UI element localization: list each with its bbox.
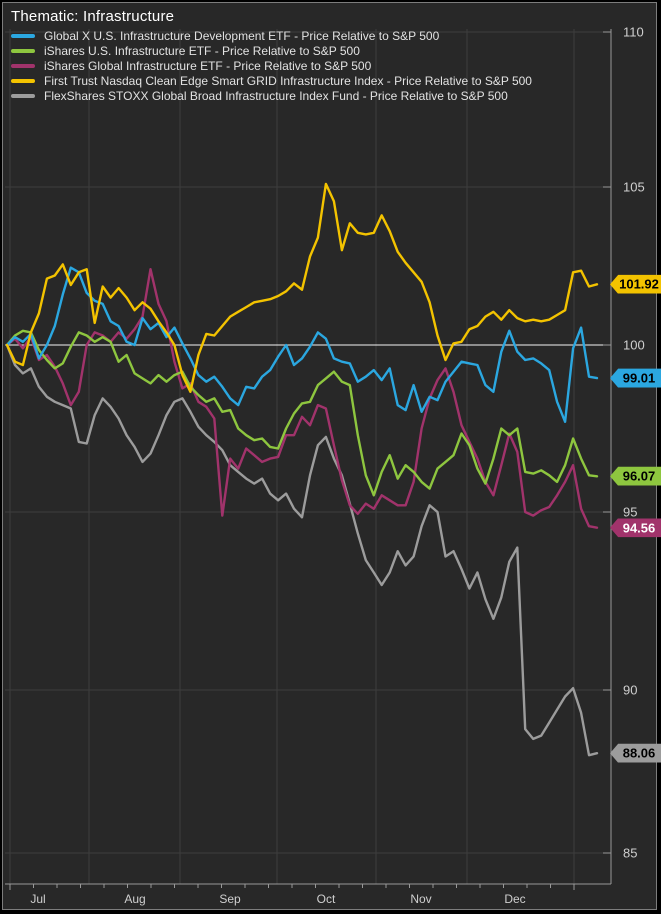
y-axis-label-105: 105 xyxy=(623,179,645,195)
x-axis-label-oct: Oct xyxy=(316,892,336,906)
x-axis-label-sep: Sep xyxy=(219,892,241,906)
price-tag-94.56: 94.56 xyxy=(610,518,661,538)
series-line xyxy=(5,329,599,497)
legend-line-swatch xyxy=(11,33,35,38)
legend-line-swatch xyxy=(11,78,35,83)
price-tag-101.92: 101.92 xyxy=(610,274,661,294)
legend-item: FlexShares STOXX Global Broad Infrastruc… xyxy=(11,88,532,103)
legend-item: Global X U.S. Infrastructure Development… xyxy=(11,28,532,43)
legend-item-label: Global X U.S. Infrastructure Development… xyxy=(44,28,440,43)
legend-line-swatch xyxy=(11,93,35,98)
legend-item-label: First Trust Nasdaq Clean Edge Smart GRID… xyxy=(44,73,532,88)
x-axis-label-dec: Dec xyxy=(504,892,526,906)
y-axis-label-95: 95 xyxy=(623,504,638,520)
plot-area xyxy=(5,29,612,890)
x-axis-label-jul: Jul xyxy=(30,892,46,906)
legend-item-label: iShares U.S. Infrastructure ETF - Price … xyxy=(44,43,360,58)
legend-item: First Trust Nasdaq Clean Edge Smart GRID… xyxy=(11,73,532,88)
x-axis-label-aug: Aug xyxy=(124,892,146,906)
y-axis-label-100: 100 xyxy=(623,337,645,353)
legend: Global X U.S. Infrastructure Development… xyxy=(11,28,532,103)
legend-item: iShares Global Infrastructure ETF - Pric… xyxy=(11,58,532,73)
y-axis-label-110: 110 xyxy=(623,24,644,40)
price-tag-88.06: 88.06 xyxy=(610,743,661,763)
legend-line-swatch xyxy=(11,48,35,53)
series-line xyxy=(5,343,599,757)
chart-title: Thematic: Infrastructure xyxy=(11,8,175,25)
x-axis-label-nov: Nov xyxy=(410,892,432,906)
legend-item: iShares U.S. Infrastructure ETF - Price … xyxy=(11,43,532,58)
price-tag-99.01: 99.01 xyxy=(610,368,661,388)
y-axis-label-85: 85 xyxy=(623,845,638,861)
price-tag-96.07: 96.07 xyxy=(610,466,661,486)
y-axis-label-90: 90 xyxy=(623,682,638,698)
series-line xyxy=(5,266,599,423)
series-line xyxy=(5,182,599,393)
legend-item-label: FlexShares STOXX Global Broad Infrastruc… xyxy=(44,88,508,103)
legend-item-label: iShares Global Infrastructure ETF - Pric… xyxy=(44,58,372,73)
series-line xyxy=(5,268,599,529)
legend-line-swatch xyxy=(11,63,35,68)
